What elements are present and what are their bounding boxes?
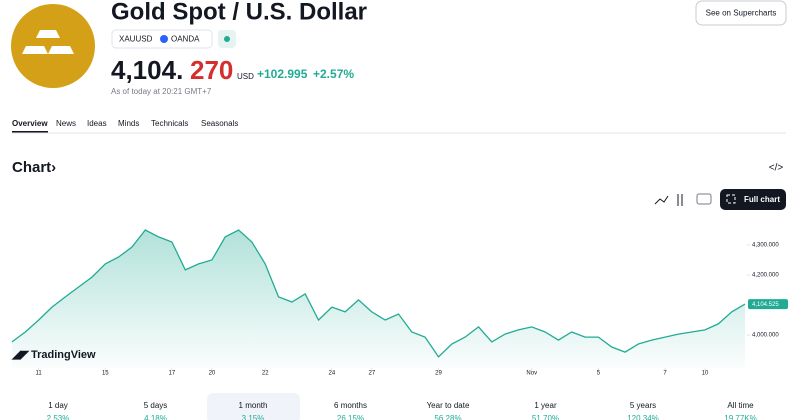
x-tick-label: 10 bbox=[702, 371, 709, 377]
exchange: OANDA bbox=[171, 35, 200, 44]
x-tick-label: 27 bbox=[368, 371, 375, 377]
period-label[interactable]: 1 year bbox=[534, 401, 557, 410]
period-label[interactable]: All time bbox=[727, 401, 754, 410]
tab[interactable]: Minds bbox=[118, 119, 139, 128]
period-label[interactable]: 5 years bbox=[630, 401, 656, 410]
change-percent: +2.57% bbox=[313, 67, 354, 81]
period-change: 4.18% bbox=[144, 414, 167, 420]
tab[interactable]: Technicals bbox=[151, 119, 188, 128]
chart-tools: Full chart bbox=[650, 189, 786, 210]
line-icon bbox=[654, 195, 669, 205]
x-tick-label: 17 bbox=[169, 371, 176, 377]
full-chart-icon bbox=[726, 194, 736, 204]
period-label[interactable]: 6 months bbox=[334, 401, 367, 410]
brand-logo: ◢◤ bbox=[11, 349, 29, 361]
period-label[interactable]: Year to date bbox=[427, 401, 470, 410]
snapshot-button[interactable] bbox=[696, 193, 712, 205]
supercharts-label: See on Supercharts bbox=[706, 9, 777, 18]
tab[interactable]: News bbox=[56, 119, 76, 128]
x-tick-label: 29 bbox=[435, 371, 442, 377]
section-title[interactable]: Chart› bbox=[12, 159, 56, 176]
x-tick-label: Nov bbox=[526, 371, 537, 377]
y-tick-label: 4,300.000 bbox=[752, 243, 779, 249]
x-tick-label: 7 bbox=[663, 371, 667, 377]
period-change: 120.34% bbox=[627, 414, 659, 420]
period-change: 2.53% bbox=[47, 414, 70, 420]
current-price-label: 4,104.525 bbox=[752, 302, 779, 308]
period-label[interactable]: 1 month bbox=[239, 401, 268, 410]
x-tick-label: 22 bbox=[262, 371, 269, 377]
exchange-icon bbox=[160, 35, 168, 43]
price-tail: 270 bbox=[190, 55, 233, 85]
x-tick-label: 11 bbox=[36, 371, 43, 377]
y-tick-label: 4,000.000 bbox=[752, 333, 779, 339]
period-label[interactable]: 5 days bbox=[144, 401, 168, 410]
period-change: 51.70% bbox=[532, 414, 559, 420]
selected-period-bg bbox=[207, 393, 300, 420]
chart: 4,000.000 4,200.000 4,300.000 11 15 17 20 22 24 2… bbox=[11, 229, 788, 377]
tab[interactable]: Overview bbox=[12, 119, 48, 128]
x-tick-label: 24 bbox=[329, 371, 336, 377]
logo bbox=[11, 4, 95, 88]
timestamp: As of today at 20:21 GMT+7 bbox=[111, 87, 212, 96]
x-tick-label: 15 bbox=[102, 371, 109, 377]
price-line bbox=[11, 229, 746, 358]
symbol: XAUUSD bbox=[119, 35, 153, 44]
tab[interactable]: Ideas bbox=[87, 119, 107, 128]
x-tick-label: 20 bbox=[209, 371, 216, 377]
current-price-badge bbox=[748, 299, 788, 310]
change: +102.995 bbox=[257, 67, 308, 81]
candle-style-button[interactable] bbox=[673, 190, 687, 210]
period-label[interactable]: 1 day bbox=[48, 401, 68, 410]
status-dot bbox=[224, 36, 230, 42]
x-tick-label: 5 bbox=[597, 371, 601, 377]
full-chart-label: Full chart bbox=[744, 195, 780, 204]
tabs: Overview News Ideas Minds Technicals Seasonal… bbox=[12, 119, 238, 133]
period-change: 26.15% bbox=[337, 414, 364, 420]
area-fill bbox=[12, 230, 745, 368]
embed-icon[interactable]: </> bbox=[769, 163, 784, 174]
periods: 1 day 2.53% 5 days 4.18% 1 month 3.15% 6 month… bbox=[47, 401, 757, 420]
brand: TradingView bbox=[31, 349, 96, 361]
full-chart-button[interactable] bbox=[720, 189, 786, 210]
period-change: 19.77K% bbox=[724, 414, 756, 420]
supercharts-button[interactable] bbox=[695, 0, 787, 26]
tab[interactable]: Seasonals bbox=[201, 119, 238, 128]
currency: USD bbox=[237, 72, 254, 81]
y-tick-label: 4,200.000 bbox=[752, 273, 779, 279]
title: Gold Spot / U.S. Dollar bbox=[111, 0, 367, 25]
period-change: 56.28% bbox=[434, 414, 461, 420]
price-main: 4,104. bbox=[111, 55, 183, 85]
period-change: 3.15% bbox=[242, 414, 265, 420]
